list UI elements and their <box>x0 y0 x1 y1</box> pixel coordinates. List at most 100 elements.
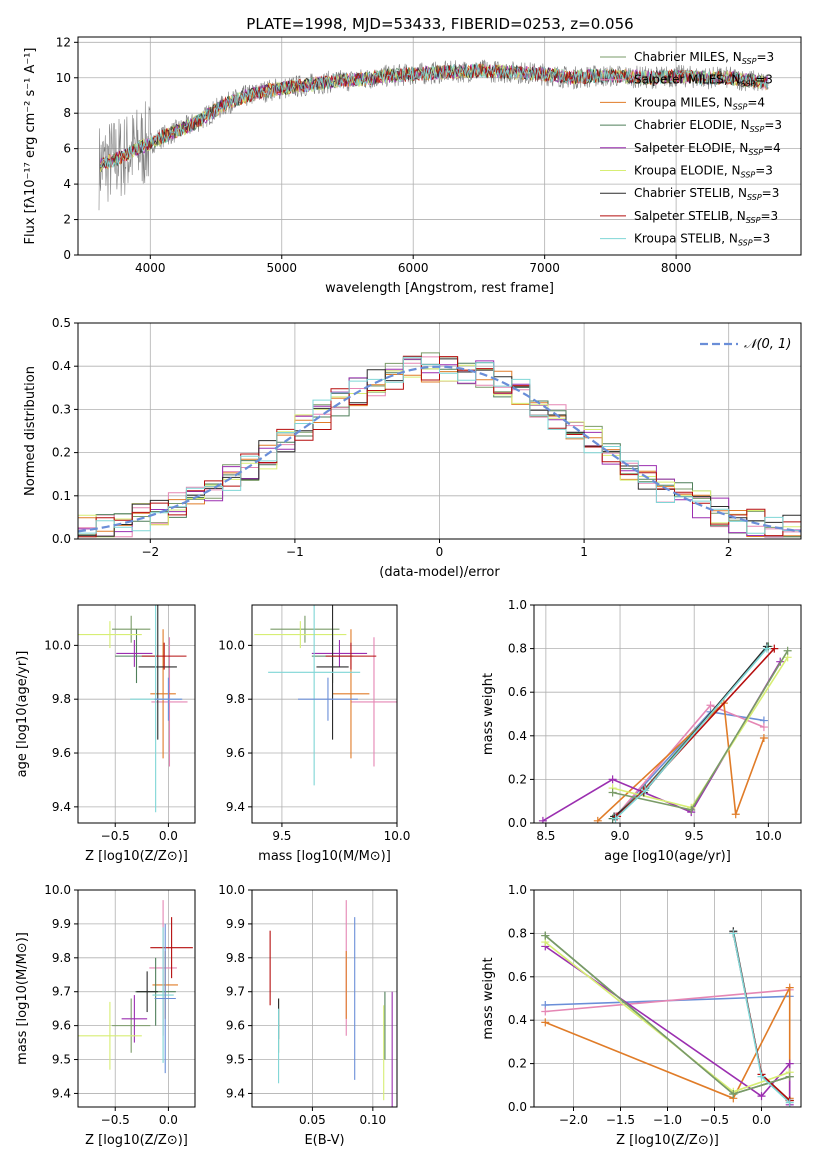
legend-label: Salpeter MILES, NSSP=3 <box>634 73 773 89</box>
y-tick-label: 9.4 <box>52 800 71 814</box>
x-axis-label: Z [log10(Z/Z⊙)] <box>85 1133 188 1148</box>
y-tick-label: 12 <box>56 35 71 49</box>
y-tick-label: 9.8 <box>226 951 245 965</box>
y-tick-label: 9.6 <box>52 1019 71 1033</box>
y-tick-label: 0.2 <box>508 772 527 786</box>
y-tick-label: 9.9 <box>226 917 245 931</box>
y-tick-label: 0.8 <box>508 926 527 940</box>
y-tick-label: 9.6 <box>226 746 245 760</box>
y-tick-label: 9.5 <box>226 1053 245 1067</box>
y-tick-label: 9.5 <box>52 1053 71 1067</box>
histogram-step <box>78 356 801 534</box>
x-tick-label: −1.0 <box>653 1113 682 1127</box>
data-marker <box>608 775 617 784</box>
data-marker <box>759 733 768 742</box>
x-axis-label: mass [log10(M/M⊙)] <box>258 849 391 864</box>
y-tick-label: 0.2 <box>508 1057 527 1071</box>
axes-frame <box>77 604 196 824</box>
axes-frame <box>77 36 802 256</box>
y-tick-label: 2 <box>63 213 71 227</box>
data-marker <box>785 983 794 992</box>
y-tick-label: 0.5 <box>52 316 71 330</box>
figure-title: PLATE=1998, MJD=53433, FIBERID=0253, z=0… <box>246 15 633 33</box>
series-line <box>544 945 791 1105</box>
axes-frame <box>251 604 398 824</box>
normal-curve <box>78 365 801 533</box>
y-tick-label: 9.8 <box>226 692 245 706</box>
x-tick-label: 0.0 <box>752 1113 771 1127</box>
x-axis-label: E(B-V) <box>304 1133 344 1148</box>
x-tick-label: −0.5 <box>700 1113 729 1127</box>
y-tick-label: 9.7 <box>52 985 71 999</box>
x-axis-label: wavelength [Angstrom, rest frame] <box>325 281 554 296</box>
legend-label: Kroupa MILES, NSSP=4 <box>634 95 765 111</box>
y-tick-label: 1.0 <box>508 883 527 897</box>
axes-frame <box>533 604 802 824</box>
plot-area <box>541 927 794 1107</box>
x-tick-label: 5000 <box>266 261 297 275</box>
plot-area <box>98 59 769 211</box>
x-tick-label: 7000 <box>529 261 560 275</box>
data-marker <box>785 1072 794 1081</box>
panel-residuals: −2 −1 0 1 2 0.0 0.1 0.2 0.3 0.4 0.5 (data-model)/er… <box>23 316 802 580</box>
y-tick-label: 9.4 <box>226 1086 245 1100</box>
y-tick-label: 9.6 <box>226 1019 245 1033</box>
y-tick-label: 0 <box>63 248 71 262</box>
y-tick-label: 8 <box>63 106 71 120</box>
x-tick-label: 9.0 <box>610 829 629 843</box>
series-line <box>542 661 781 822</box>
x-tick-label: −1.5 <box>606 1113 635 1127</box>
x-tick-label: 8000 <box>661 261 692 275</box>
data-spectrum-line <box>98 59 769 211</box>
y-axis-label: age [log10(age/yr)] <box>15 651 30 778</box>
x-tick-label: 0.0 <box>159 1113 178 1127</box>
data-marker <box>593 816 602 823</box>
y-axis-label: mass [log10(M/M⊙)] <box>15 932 30 1065</box>
legend-label: Chabrier MILES, NSSP=3 <box>634 50 774 66</box>
y-tick-label: 9.4 <box>52 1086 71 1100</box>
y-tick-label: 0.3 <box>52 402 71 416</box>
x-axis-label: Z [log10(Z/Z⊙)] <box>85 849 188 864</box>
data-marker <box>729 929 738 938</box>
x-axis-label: (data-model)/error <box>379 565 500 580</box>
plot-area <box>538 642 792 823</box>
x-tick-label: 10.0 <box>384 829 411 843</box>
y-tick-label: 9.8 <box>52 692 71 706</box>
data-marker <box>783 646 792 655</box>
y-tick-label: 0.4 <box>508 729 527 743</box>
data-marker <box>757 1072 766 1081</box>
x-tick-label: 8.5 <box>536 829 555 843</box>
model-line <box>99 63 769 169</box>
y-tick-label: 1.0 <box>508 598 527 612</box>
x-tick-label: 4000 <box>135 261 166 275</box>
y-tick-label: 9.9 <box>52 917 71 931</box>
axes-frame <box>77 889 196 1108</box>
y-tick-label: 0.6 <box>508 970 527 984</box>
y-axis-label: Normed distribution <box>23 366 38 496</box>
x-tick-label: −1 <box>286 545 304 559</box>
y-tick-label: 0.2 <box>52 446 71 460</box>
plot-area <box>78 605 188 813</box>
y-tick-label: 9.7 <box>226 985 245 999</box>
data-marker <box>541 1018 550 1027</box>
y-axis-label: Flux [fλ10⁻¹⁷ erg cm⁻² s⁻¹ A⁻¹] <box>23 48 38 245</box>
legend-label: 𝒩(0, 1) <box>744 337 791 352</box>
series-line <box>612 650 789 811</box>
data-marker <box>541 1007 550 1016</box>
x-tick-label: 1 <box>580 545 588 559</box>
y-tick-label: 10.0 <box>218 883 245 897</box>
x-tick-label: 10.0 <box>755 829 782 843</box>
data-marker <box>785 1098 794 1107</box>
series-line <box>545 987 791 1100</box>
legend-label: Salpeter ELODIE, NSSP=4 <box>634 141 781 157</box>
y-tick-label: 9.6 <box>52 746 71 760</box>
data-marker <box>762 644 771 653</box>
y-tick-label: 0.6 <box>508 685 527 699</box>
legend-label: Salpeter STELIB, NSSP=3 <box>634 209 778 225</box>
data-marker <box>706 701 715 710</box>
series-line <box>545 989 790 1013</box>
y-tick-label: 9.4 <box>226 800 245 814</box>
x-tick-label: 0 <box>436 545 444 559</box>
y-tick-label: 0.8 <box>508 642 527 656</box>
